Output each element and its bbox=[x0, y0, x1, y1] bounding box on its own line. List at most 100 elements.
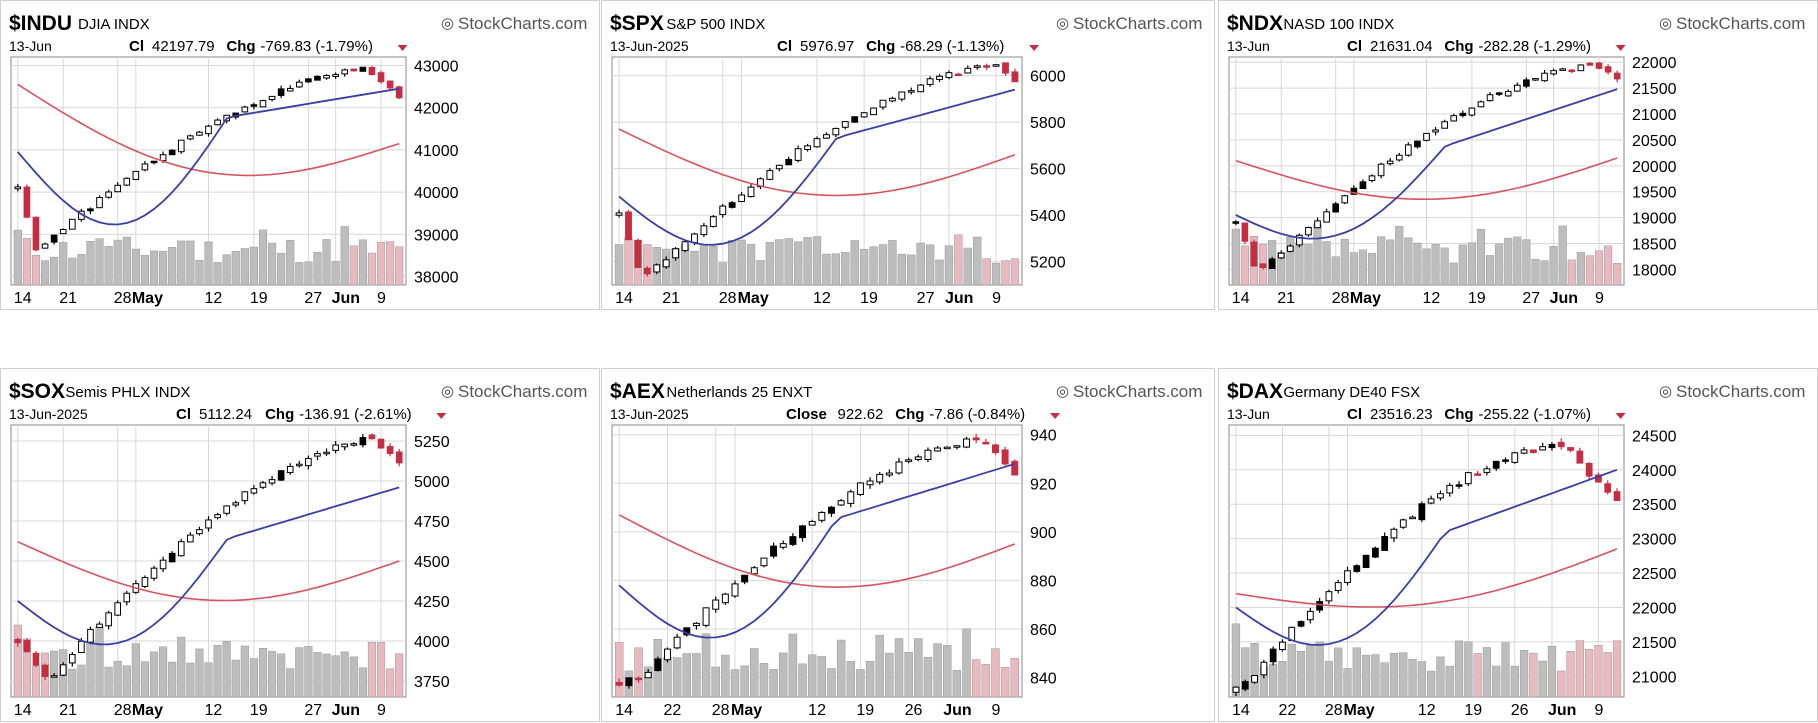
volume-bar bbox=[386, 241, 395, 286]
x-tick-label: 21 bbox=[662, 290, 680, 307]
candle bbox=[1268, 256, 1276, 269]
volume-bar bbox=[277, 653, 286, 698]
volume-bar bbox=[1286, 236, 1295, 286]
candle-body bbox=[954, 73, 962, 77]
candle bbox=[268, 95, 276, 102]
volume-bar bbox=[759, 662, 769, 698]
candle bbox=[905, 457, 913, 464]
candle bbox=[615, 678, 623, 687]
candle bbox=[760, 557, 768, 568]
chart-panel-sox[interactable]: $SOX Semis PHLX INDX ◎ StockCharts.com 13-Ju… bbox=[0, 368, 600, 722]
volume-bar bbox=[1585, 649, 1594, 698]
candle-body bbox=[377, 72, 385, 83]
candle-body bbox=[785, 158, 793, 166]
volume-bar bbox=[973, 236, 982, 286]
chart-panel-dax[interactable]: $DAX Germany DE40 FSX ◎ StockCharts.com 13-J… bbox=[1218, 368, 1818, 722]
candle bbox=[879, 99, 887, 110]
candle-body bbox=[1486, 94, 1494, 102]
candle-body bbox=[1405, 144, 1412, 156]
chart-panel-ndx[interactable]: $NDX NASD 100 INDX ◎ StockCharts.com 13-Jun C… bbox=[1218, 0, 1818, 310]
chart-date: 13-Jun bbox=[1227, 38, 1270, 54]
x-tick-label: 27 bbox=[304, 702, 322, 719]
candle-body bbox=[1613, 491, 1621, 501]
candle bbox=[1459, 110, 1467, 118]
candle bbox=[1002, 62, 1009, 76]
volume-bar bbox=[812, 236, 822, 286]
candle-body bbox=[766, 170, 774, 180]
candle-body bbox=[1314, 220, 1321, 229]
candle bbox=[1334, 579, 1342, 594]
candle-body bbox=[1492, 460, 1500, 469]
volume-bar bbox=[159, 250, 168, 286]
y-tick-label: 880 bbox=[1030, 573, 1057, 590]
candle bbox=[1325, 589, 1333, 604]
y-tick-label: 5400 bbox=[1030, 208, 1066, 225]
chart-symbol: $INDU bbox=[9, 12, 72, 35]
volume-bar bbox=[1010, 258, 1020, 286]
candle-body bbox=[692, 622, 700, 627]
candle-body bbox=[789, 536, 797, 545]
candle-body bbox=[747, 186, 755, 198]
candle bbox=[870, 107, 877, 116]
candle bbox=[1559, 67, 1567, 71]
candle-body bbox=[350, 443, 358, 446]
candle-body bbox=[1595, 62, 1603, 69]
candle bbox=[1332, 202, 1340, 213]
candle-body bbox=[214, 514, 221, 519]
volume-bar bbox=[1513, 236, 1522, 286]
candle bbox=[377, 70, 385, 84]
chart-svg[interactable]: $INDU DJIA INDX ◎ StockCharts.com 13-Jun Cl 42… bbox=[1, 1, 601, 311]
candle-body bbox=[114, 602, 122, 616]
candle bbox=[1432, 127, 1439, 136]
chart-svg[interactable]: $SOX Semis PHLX INDX ◎ StockCharts.com 13-Ju… bbox=[1, 369, 601, 723]
chart-svg[interactable]: $SPX S&P 500 INDX ◎ StockCharts.com 13-Jun-2… bbox=[602, 1, 1216, 311]
candle-body bbox=[268, 479, 276, 484]
candle bbox=[1314, 217, 1321, 229]
volume-bar bbox=[22, 238, 31, 286]
volume-bar bbox=[177, 240, 186, 286]
candle-body bbox=[1530, 449, 1537, 453]
chg-down-arrow-icon bbox=[1615, 413, 1626, 419]
candle-body bbox=[205, 519, 212, 529]
x-tick-label: 19 bbox=[1468, 290, 1486, 307]
volume-bar bbox=[1594, 250, 1604, 286]
volume-bar bbox=[104, 246, 113, 286]
candle bbox=[799, 524, 807, 542]
candle bbox=[1530, 449, 1537, 454]
volume-bar bbox=[916, 242, 925, 286]
candle bbox=[837, 498, 845, 507]
candle bbox=[926, 76, 934, 87]
candle bbox=[1323, 208, 1330, 223]
volume-bar bbox=[721, 654, 730, 698]
volume-bar bbox=[1440, 247, 1449, 286]
chart-panel-spx[interactable]: $SPX S&P 500 INDX ◎ StockCharts.com 13-Jun-2… bbox=[601, 0, 1215, 310]
candle bbox=[738, 191, 746, 203]
volume-bar bbox=[1361, 654, 1371, 698]
candle bbox=[1241, 679, 1249, 692]
candle-body bbox=[1495, 92, 1503, 95]
chart-panel-indu[interactable]: $INDU DJIA INDX ◎ StockCharts.com 13-Jun Cl 42… bbox=[0, 0, 600, 310]
volume-bar bbox=[952, 670, 962, 698]
volume-bar bbox=[1436, 656, 1445, 698]
y-tick-label: 18500 bbox=[1632, 237, 1677, 254]
candle-body bbox=[1399, 519, 1407, 528]
chart-svg[interactable]: $NDX NASD 100 INDX ◎ StockCharts.com 13-Jun C… bbox=[1219, 1, 1818, 311]
volume-bar bbox=[624, 237, 633, 286]
chart-panel-aex[interactable]: $AEX Netherlands 25 ENXT ◎ StockCharts.com 1… bbox=[601, 368, 1215, 722]
volume-bar bbox=[1358, 249, 1368, 286]
y-tick-label: 21500 bbox=[1632, 635, 1677, 652]
candle-body bbox=[663, 648, 671, 661]
candle-body bbox=[241, 106, 249, 113]
volume-bar bbox=[859, 249, 869, 286]
candle bbox=[286, 463, 294, 475]
x-tick-label: 19 bbox=[250, 702, 268, 719]
volume-bar bbox=[841, 252, 850, 286]
candle-body bbox=[395, 451, 403, 464]
volume-bar bbox=[682, 653, 692, 698]
chart-svg[interactable]: $AEX Netherlands 25 ENXT ◎ StockCharts.com 1… bbox=[602, 369, 1216, 723]
candle-body bbox=[700, 225, 708, 236]
x-tick-label: May bbox=[731, 702, 762, 719]
chart-svg[interactable]: $DAX Germany DE40 FSX ◎ StockCharts.com 13-J… bbox=[1219, 369, 1818, 723]
candle-body bbox=[286, 465, 294, 474]
candle bbox=[41, 663, 49, 681]
